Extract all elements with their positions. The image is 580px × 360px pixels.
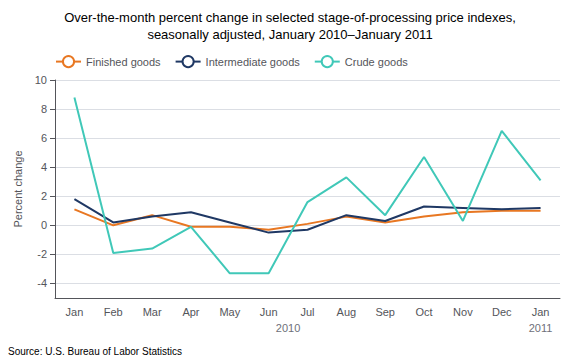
svg-text:Sep: Sep (375, 306, 395, 318)
svg-text:Apr: Apr (182, 306, 199, 318)
svg-text:Crude goods: Crude goods (345, 56, 408, 68)
svg-text:6: 6 (41, 132, 47, 144)
svg-text:2010: 2010 (276, 322, 300, 334)
svg-text:-4: -4 (37, 277, 47, 289)
svg-text:-2: -2 (37, 248, 47, 260)
svg-text:Oct: Oct (415, 306, 432, 318)
svg-text:Finished goods: Finished goods (86, 56, 161, 68)
svg-text:2: 2 (41, 190, 47, 202)
svg-text:Over-the-month percent change: Over-the-month percent change in selecte… (64, 10, 516, 25)
svg-text:Jul: Jul (300, 306, 314, 318)
svg-text:4: 4 (41, 161, 47, 173)
svg-text:10: 10 (35, 74, 47, 86)
svg-text:seasonally adjusted, January 2: seasonally adjusted, January 2010–Januar… (147, 27, 432, 42)
svg-text:Mar: Mar (143, 306, 162, 318)
svg-text:Jan: Jan (532, 306, 550, 318)
svg-text:Intermediate goods: Intermediate goods (206, 56, 301, 68)
svg-text:Jan: Jan (66, 306, 84, 318)
svg-text:Feb: Feb (104, 306, 123, 318)
svg-text:Aug: Aug (337, 306, 357, 318)
svg-text:Nov: Nov (453, 306, 473, 318)
svg-text:Percent change: Percent change (12, 150, 24, 227)
svg-text:2011: 2011 (529, 322, 553, 334)
svg-text:8: 8 (41, 103, 47, 115)
svg-text:0: 0 (41, 219, 47, 231)
svg-text:May: May (219, 306, 240, 318)
svg-text:Jun: Jun (260, 306, 278, 318)
svg-text:Source: U.S. Bureau of Labor S: Source: U.S. Bureau of Labor Statistics (8, 346, 182, 357)
svg-text:Dec: Dec (492, 306, 512, 318)
